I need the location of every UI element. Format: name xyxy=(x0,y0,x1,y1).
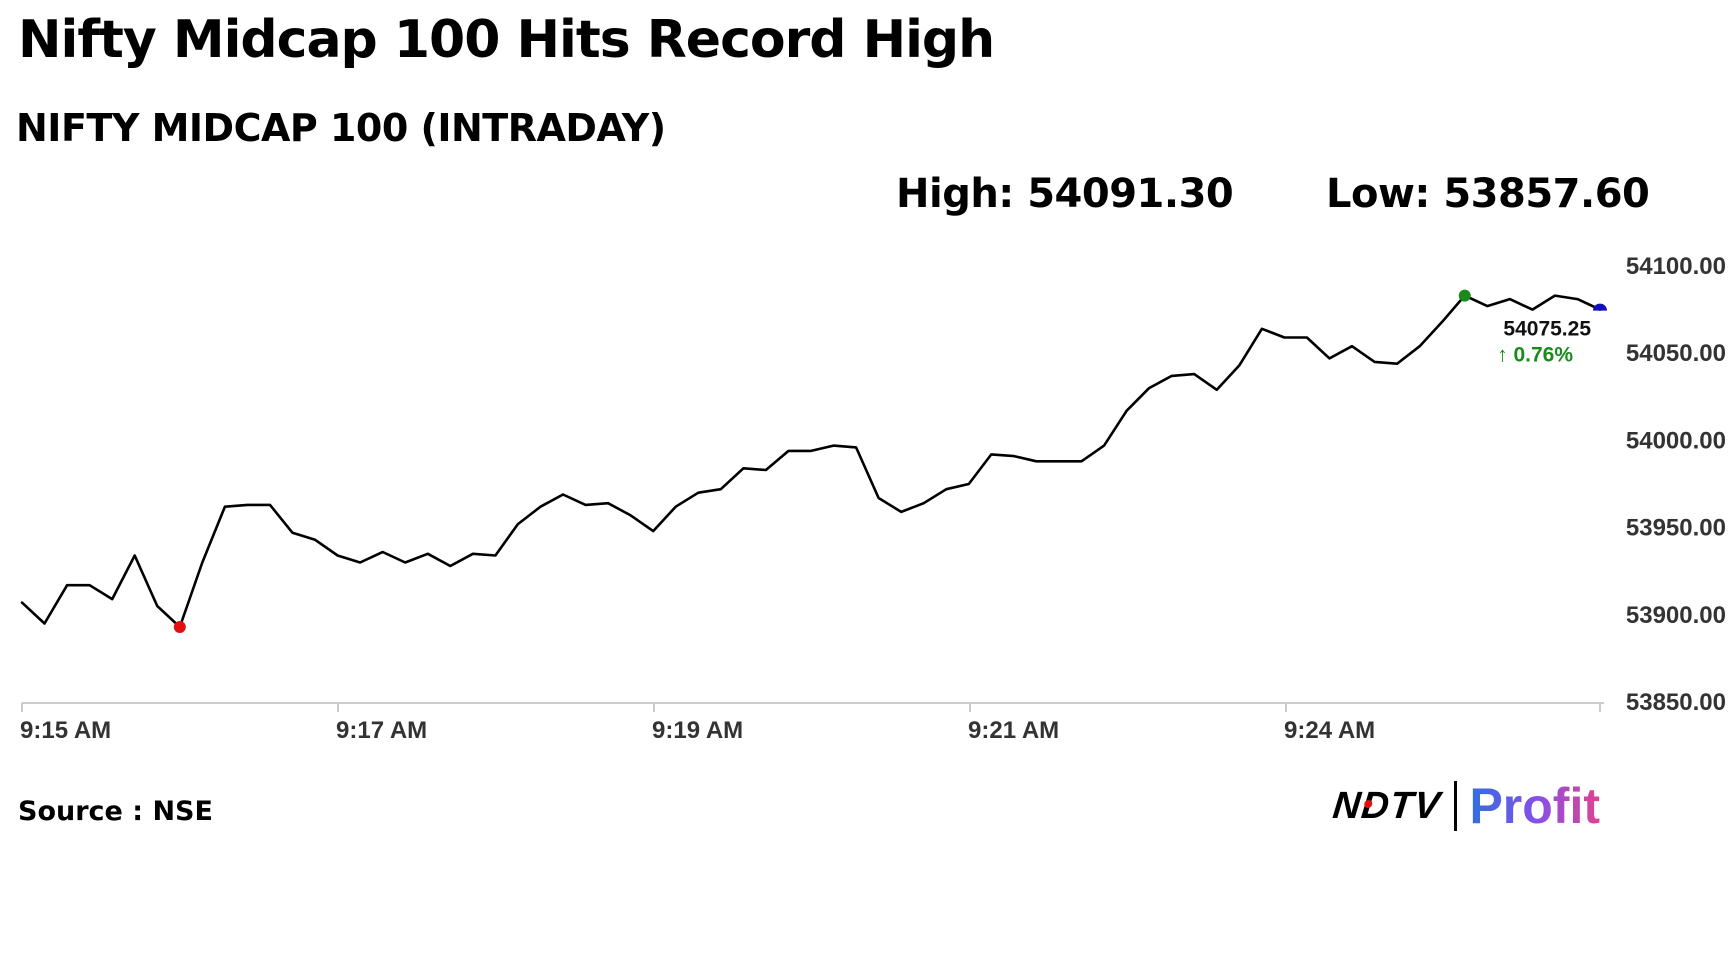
chart-subtitle: NIFTY MIDCAP 100 (INTRADAY) xyxy=(16,106,666,150)
session-high: High: 54091.30 xyxy=(896,171,1234,217)
series-line xyxy=(20,294,1602,629)
y-tick-label: 53950.00 xyxy=(1626,515,1726,542)
ndtv-profit-logo: NDTV Profit xyxy=(1330,776,1600,836)
y-tick-label: 53900.00 xyxy=(1626,602,1726,629)
chart-title: Nifty Midcap 100 Hits Record High xyxy=(18,10,995,70)
y-tick-label: 53850.00 xyxy=(1626,689,1726,716)
x-tick-label: 9:15 AM xyxy=(20,717,111,744)
y-tick-label: 54000.00 xyxy=(1626,427,1726,454)
last-value-label: 54075.25 xyxy=(1503,318,1591,341)
logo-profit-wordmark: Profit xyxy=(1469,778,1600,834)
x-tick-label: 9:17 AM xyxy=(336,717,427,744)
source-note: Source : NSE xyxy=(18,796,213,827)
change-percent-label: ↑ 0.76% xyxy=(1497,344,1573,367)
x-tick-label: 9:21 AM xyxy=(968,717,1059,744)
low-point-marker xyxy=(173,621,186,634)
x-tick-label: 9:24 AM xyxy=(1284,717,1375,744)
y-tick-label: 54100.00 xyxy=(1626,253,1726,280)
last-point-marker xyxy=(1593,303,1607,311)
logo-ndtv-wordmark: NDTV xyxy=(1330,784,1443,827)
x-tick-label: 9:19 AM xyxy=(652,717,743,744)
high-point-marker xyxy=(1458,289,1471,302)
session-low: Low: 53857.60 xyxy=(1326,171,1650,217)
y-tick-label: 54050.00 xyxy=(1626,340,1726,367)
logo-divider xyxy=(1454,781,1458,831)
logo-red-dot xyxy=(1363,799,1373,808)
